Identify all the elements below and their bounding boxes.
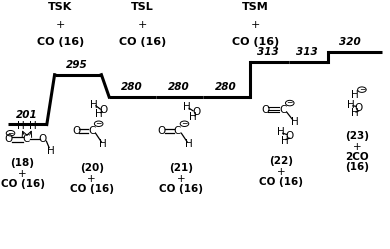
Text: CO (16): CO (16) — [119, 37, 166, 47]
Text: 2CO: 2CO — [345, 152, 369, 162]
Text: +: + — [277, 167, 285, 177]
Text: +: + — [177, 174, 186, 184]
Text: −: − — [7, 129, 14, 138]
Text: O: O — [5, 134, 13, 144]
Text: H: H — [351, 108, 359, 118]
Text: H: H — [17, 121, 25, 131]
Text: +: + — [56, 20, 65, 30]
Text: (23): (23) — [345, 131, 369, 141]
Text: 280: 280 — [168, 82, 190, 92]
Text: 313: 313 — [296, 47, 318, 57]
Text: +: + — [87, 174, 96, 184]
Text: H: H — [351, 90, 359, 100]
Text: H: H — [189, 112, 197, 122]
Text: O: O — [158, 126, 166, 136]
Text: O: O — [39, 134, 47, 144]
Text: TSL: TSL — [131, 2, 154, 12]
Text: CO (16): CO (16) — [1, 179, 44, 189]
Text: −: − — [181, 119, 188, 128]
Text: +: + — [138, 20, 147, 30]
Text: CO (16): CO (16) — [37, 37, 84, 47]
Text: O: O — [99, 105, 108, 115]
Text: C: C — [279, 105, 286, 115]
Text: +: + — [18, 169, 27, 179]
Text: H: H — [95, 109, 103, 119]
Text: C: C — [88, 126, 95, 136]
Text: 201: 201 — [16, 110, 37, 120]
Text: 280: 280 — [121, 82, 143, 92]
Text: (16): (16) — [345, 162, 369, 172]
Text: TSK: TSK — [48, 2, 73, 12]
Text: (18): (18) — [11, 158, 35, 168]
Text: O: O — [261, 105, 269, 115]
Text: H: H — [185, 139, 193, 149]
Text: CO (16): CO (16) — [232, 37, 279, 47]
Text: CO (16): CO (16) — [259, 177, 303, 187]
Text: CO (16): CO (16) — [70, 184, 113, 194]
Text: O: O — [285, 131, 294, 141]
Text: H: H — [291, 117, 298, 127]
Text: +: + — [353, 142, 361, 152]
Text: H: H — [281, 136, 289, 146]
Text: H: H — [183, 102, 191, 112]
Text: −: − — [287, 99, 293, 108]
Text: +: + — [251, 20, 260, 30]
Text: −: − — [359, 85, 365, 94]
Text: −: − — [96, 119, 102, 128]
Text: 280: 280 — [215, 82, 236, 92]
Text: O: O — [193, 107, 201, 117]
Text: (22): (22) — [269, 156, 293, 166]
Text: 295: 295 — [66, 60, 88, 70]
Text: TSM: TSM — [242, 2, 269, 12]
Text: C: C — [23, 134, 30, 144]
Text: 320: 320 — [339, 37, 361, 47]
Text: H: H — [29, 121, 37, 131]
Text: H: H — [347, 100, 355, 110]
Text: (20): (20) — [80, 163, 104, 173]
Text: (21): (21) — [169, 163, 193, 173]
Text: 313: 313 — [257, 47, 279, 57]
Text: H: H — [90, 100, 98, 110]
Text: O: O — [355, 103, 363, 113]
Text: H: H — [277, 127, 285, 137]
Text: O: O — [72, 126, 80, 136]
Text: CO (16): CO (16) — [160, 184, 203, 194]
Text: C: C — [174, 126, 181, 136]
Text: H: H — [47, 146, 55, 156]
Text: H: H — [99, 139, 107, 149]
